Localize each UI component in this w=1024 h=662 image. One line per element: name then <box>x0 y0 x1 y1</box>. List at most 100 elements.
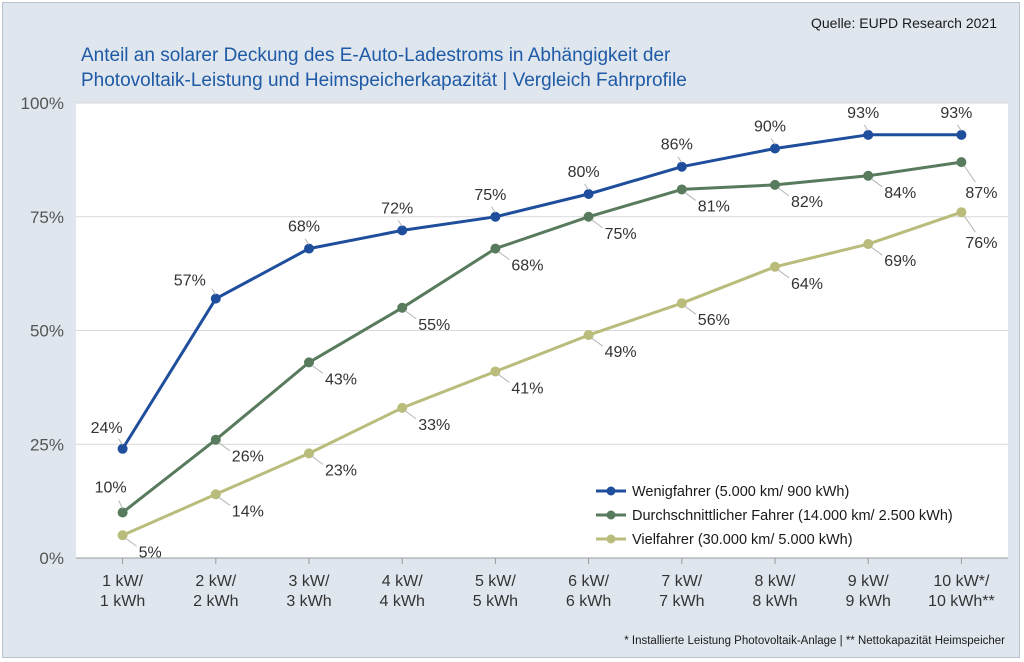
x-tick-label: 3 kWh <box>286 593 331 610</box>
data-label: 26% <box>232 449 264 466</box>
label-leader-line <box>584 183 590 191</box>
label-leader-line <box>684 305 697 315</box>
label-leader-line <box>404 410 417 420</box>
label-leader-line <box>956 124 962 132</box>
label-leader-line <box>498 374 510 383</box>
data-point <box>863 170 874 181</box>
label-leader-line <box>397 220 403 227</box>
x-tick-label: 8 kW/ <box>755 573 796 590</box>
label-leader-line <box>770 138 776 145</box>
data-label: 64% <box>791 276 823 293</box>
data-point <box>583 189 594 199</box>
data-point <box>863 129 874 140</box>
x-tick-label: 4 kWh <box>380 593 425 610</box>
x-tick-label: 5 kWh <box>473 593 518 610</box>
y-tick-label: 0% <box>39 549 64 568</box>
data-point <box>490 243 501 254</box>
x-tick-label: 3 kW/ <box>289 573 330 590</box>
series-line <box>121 160 962 514</box>
data-point <box>210 434 221 445</box>
data-point <box>304 448 314 459</box>
data-label: 69% <box>884 253 916 270</box>
label-leader-line <box>490 206 496 214</box>
x-tick-label: 7 kW/ <box>661 573 702 590</box>
data-point <box>583 211 594 222</box>
label-leader-line <box>304 238 310 245</box>
data-point <box>397 402 408 413</box>
y-tick-label: 25% <box>30 435 64 454</box>
label-leader-line <box>311 455 324 465</box>
data-label: 10% <box>95 480 127 497</box>
data-label: 68% <box>511 258 543 275</box>
data-point <box>583 330 594 341</box>
x-tick-label: 6 kW/ <box>568 573 609 590</box>
legend-label: Wenigfahrer (5.000 km/ 900 kWh) <box>632 484 849 500</box>
data-point <box>956 157 967 168</box>
data-label: 55% <box>418 317 450 334</box>
data-label: 80% <box>568 164 600 181</box>
data-point <box>210 489 221 500</box>
data-label: 72% <box>381 200 413 217</box>
data-point <box>490 366 501 377</box>
data-label: 57% <box>174 273 206 290</box>
label-leader-line <box>963 215 976 233</box>
chart-title-line-1: Anteil an solarer Deckung des E-Auto-Lad… <box>81 45 671 66</box>
label-leader-line <box>863 124 869 132</box>
data-label: 56% <box>698 312 730 329</box>
x-tick-label: 10 kWh** <box>928 593 995 610</box>
label-leader-line <box>677 156 683 163</box>
data-label: 93% <box>940 105 972 122</box>
label-leader-line <box>498 251 510 261</box>
label-leader-line <box>211 288 217 295</box>
data-label: 5% <box>139 544 162 561</box>
label-leader-line <box>777 187 790 197</box>
data-point <box>117 443 128 454</box>
label-leader-line <box>591 337 603 347</box>
data-label: 41% <box>511 380 543 397</box>
series-line <box>121 133 962 450</box>
legend-swatch-marker <box>606 486 616 496</box>
data-point <box>490 211 501 222</box>
chart-title: Anteil an solarer Deckung des E-Auto-Lad… <box>81 43 881 93</box>
x-tick-label: 6 kWh <box>566 593 611 610</box>
legend-label: Durchschnittlicher Fahrer (14.000 km/ 2.… <box>632 508 953 524</box>
x-tick-label: 4 kW/ <box>382 573 423 590</box>
data-point <box>863 239 874 250</box>
footnote: * Installierte Leistung Photovoltaik-Anl… <box>624 635 1005 647</box>
data-point <box>397 302 408 313</box>
y-tick-label: 100% <box>21 94 64 113</box>
data-point <box>210 293 221 304</box>
data-label: 75% <box>605 226 637 243</box>
y-tick-label: 75% <box>30 208 64 227</box>
data-label: 82% <box>791 194 823 211</box>
y-tick-label: 50% <box>30 322 64 341</box>
data-point <box>304 243 314 254</box>
data-label: 90% <box>754 119 786 136</box>
label-leader-line <box>218 442 231 452</box>
data-label: 76% <box>965 235 997 252</box>
data-label: 43% <box>325 371 357 388</box>
label-leader-line <box>777 269 790 279</box>
data-point <box>117 530 128 541</box>
data-label: 93% <box>847 105 879 122</box>
data-point <box>956 207 967 218</box>
label-leader-line <box>591 219 603 229</box>
label-leader-line <box>404 310 417 320</box>
data-label: 14% <box>232 503 264 520</box>
data-label: 24% <box>91 420 123 437</box>
label-leader-line <box>125 537 137 547</box>
data-label: 75% <box>474 187 506 204</box>
x-tick-label: 1 kWh <box>100 593 145 610</box>
data-point <box>770 143 780 154</box>
x-tick-label: 8 kWh <box>752 593 797 610</box>
data-label: 33% <box>418 417 450 434</box>
legend-label: Vielfahrer (30.000 km/ 5.000 kWh) <box>632 532 853 548</box>
series-line <box>121 210 962 537</box>
data-label: 81% <box>698 198 730 215</box>
label-leader-line <box>870 178 883 188</box>
x-tick-label: 10 kW*/ <box>933 573 990 590</box>
label-leader-line <box>684 192 697 201</box>
data-point <box>397 225 408 236</box>
data-label: 86% <box>661 137 693 154</box>
